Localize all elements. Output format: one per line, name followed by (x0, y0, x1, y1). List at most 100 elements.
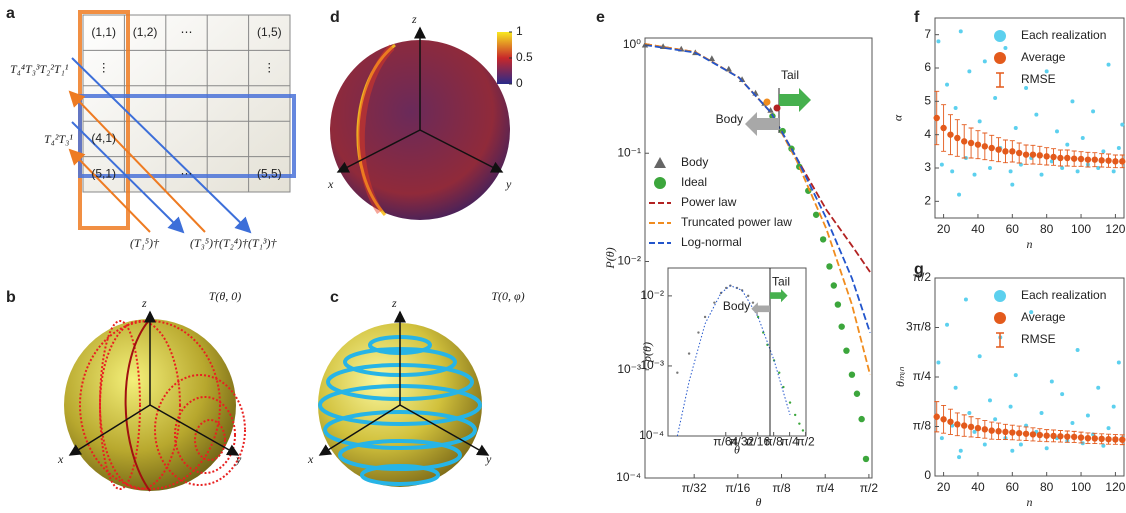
error-bar (1119, 154, 1125, 169)
marker (788, 401, 792, 404)
y-tick-label: 6 (924, 60, 931, 74)
error-bar (1071, 150, 1077, 167)
axis (68, 404, 151, 456)
marker (950, 169, 955, 174)
marker (1065, 142, 1070, 147)
plot-content (676, 284, 805, 437)
marker (1060, 392, 1065, 397)
y-tick-label: 5 (924, 94, 931, 108)
marker (838, 323, 845, 330)
marker (1075, 347, 1080, 352)
marker (801, 429, 805, 432)
error-bar (1051, 429, 1057, 443)
marker (972, 172, 977, 177)
panel-title: T(θ, 0) (209, 289, 242, 303)
x-tick-label: π/16 (725, 481, 750, 495)
marker (1070, 421, 1075, 426)
y-axis-label: P(θ) (603, 247, 617, 269)
error-bar (954, 412, 960, 437)
arrow (71, 121, 185, 234)
body-arrow (745, 112, 779, 136)
y-tick-label: 10⁻³ (617, 362, 641, 376)
marker (977, 119, 982, 124)
colorbar-tick-label: 0 (516, 76, 523, 90)
y-tick-label: 10⁻¹ (617, 145, 641, 159)
error-bar (941, 404, 947, 434)
marker (967, 410, 972, 415)
error-bar (1085, 432, 1091, 444)
panel-label: a (6, 5, 15, 22)
axis (318, 404, 401, 456)
cell-label: (1,5) (257, 25, 282, 39)
x-tick-label: 120 (1105, 480, 1125, 494)
marker (1085, 413, 1090, 418)
error-bar (1064, 149, 1070, 167)
legend-label: Average (1021, 50, 1066, 64)
marker (1044, 446, 1049, 451)
marker (1106, 426, 1111, 431)
legend-swatch (996, 332, 1004, 348)
x-axis-label: n (1027, 237, 1033, 251)
error-bar (1051, 148, 1057, 166)
x-axis-label: θ (734, 442, 740, 456)
y-tick-label: π/4 (913, 369, 932, 383)
annotation: Tail (772, 275, 790, 289)
marker (1008, 404, 1013, 409)
error-bar (961, 414, 967, 437)
marker (1008, 169, 1013, 174)
axis-label: y (235, 452, 242, 466)
marker (848, 371, 856, 378)
marker (1018, 162, 1023, 167)
panel-c (318, 310, 490, 487)
marker (1116, 146, 1121, 150)
x-tick-label: 20 (937, 480, 951, 494)
y-tick-label: 10⁻² (617, 254, 641, 268)
y-tick-label: 7 (924, 27, 931, 41)
marker (972, 429, 977, 434)
marker (1060, 166, 1065, 170)
marker (967, 69, 972, 74)
cell-label: ⋮ (263, 60, 275, 74)
panel-label: g (914, 261, 924, 278)
marker (1075, 169, 1080, 174)
marker (1039, 410, 1044, 415)
axis-label: x (307, 452, 314, 466)
marker (862, 455, 870, 463)
marker (687, 352, 691, 355)
y-tick-label: 3π/8 (906, 320, 931, 334)
chart: 0 π/8 π/4 3π/8 π/2 20 40 60 80 100 120 n θₘᵢₙ Each re… (893, 270, 1126, 509)
marker (993, 417, 998, 422)
marker (708, 55, 716, 62)
marker (819, 236, 827, 243)
marker (1003, 46, 1008, 50)
axis-label: x (327, 177, 334, 191)
x-axis-label: n (1027, 495, 1033, 509)
marker (945, 82, 950, 87)
cell-label: (4,1) (91, 131, 116, 145)
fit-line (644, 44, 871, 333)
marker (982, 442, 987, 447)
marker (1029, 310, 1034, 315)
body-arrow (751, 302, 770, 316)
axis-label: z (391, 296, 397, 310)
cell-label: ⋯ (181, 25, 193, 39)
marker (725, 65, 732, 72)
panel-d (330, 26, 512, 220)
marker (1010, 448, 1015, 453)
x-tick-label: 100 (1071, 222, 1091, 236)
error-bar (941, 104, 947, 152)
marker (834, 301, 842, 308)
trajectories (79, 320, 246, 490)
x-tick-label: π/4 (780, 434, 799, 448)
x-tick-label: π/4 (816, 481, 835, 495)
marker (1018, 442, 1023, 447)
legend-label: RMSE (1021, 332, 1056, 346)
marker (1111, 404, 1116, 409)
marker (987, 398, 992, 403)
error-bar (1099, 433, 1105, 445)
operator: T₄²T₃¹ (44, 132, 73, 146)
error-bar (1037, 145, 1043, 165)
y-axis-label: p(θ) (640, 342, 654, 363)
